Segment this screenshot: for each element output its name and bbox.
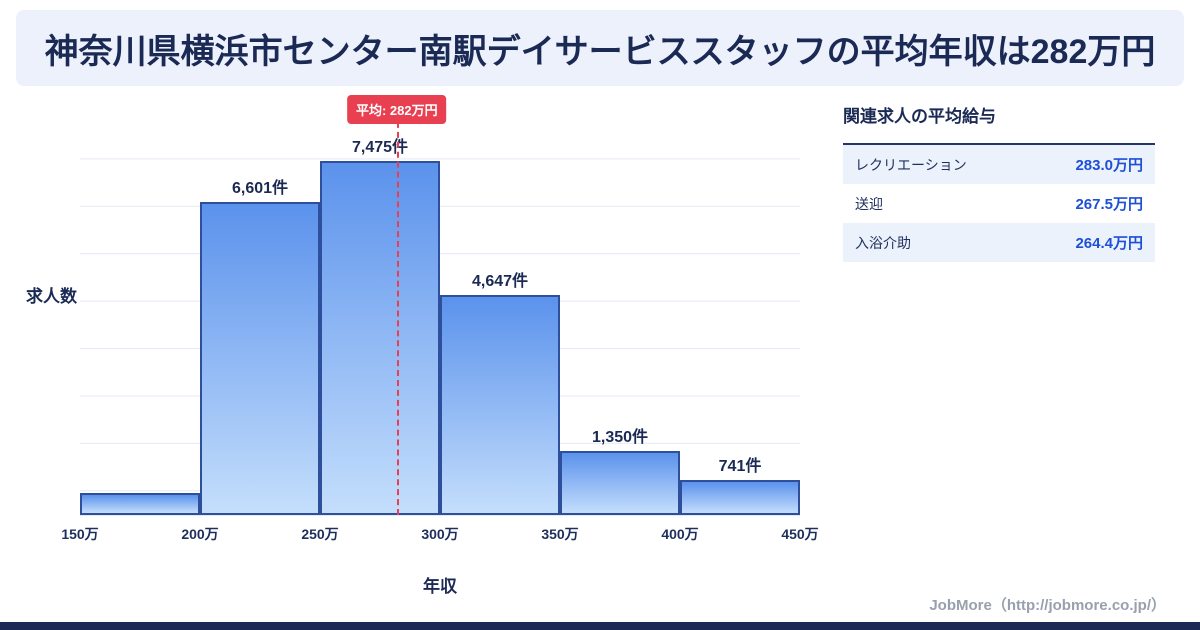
related-job-value: 264.4万円: [1075, 235, 1143, 252]
bar-value-label: 4,647件: [471, 272, 529, 290]
plot-area: 平均: 282万円 6,601件 7,475件 4,647件 1,350件 741件 15…: [61, 95, 819, 542]
histogram-bar: 4,647件: [440, 273, 560, 515]
related-job-label: レクリエーション: [855, 156, 967, 173]
related-job-label: 送迎: [855, 195, 883, 212]
x-tick-label: 150万: [61, 526, 99, 542]
histogram-bar: 741件: [680, 458, 800, 515]
site-credit: JobMore（http://jobmore.co.jp/）: [929, 597, 1166, 614]
x-tick-label: 200万: [181, 526, 219, 542]
average-line: [396, 112, 399, 515]
related-job-row: 送迎 267.5万円: [843, 184, 1155, 223]
y-axis-label: 求人数: [26, 287, 77, 306]
average-badge: 平均: 282万円: [346, 95, 447, 124]
related-job-value: 283.0万円: [1075, 157, 1143, 174]
bar-value-label: 6,601件: [231, 180, 289, 198]
bar-value-label: 1,350件: [591, 429, 649, 446]
title-banner: 神奈川県横浜市センター南駅デイサービススタッフの平均年収は282万円: [16, 10, 1184, 86]
related-jobs-panel: 関連求人の平均給与 レクリエーション 283.0万円送迎 267.5万円入浴介助 26…: [843, 102, 1155, 262]
bar-value-label: 7,475件: [351, 138, 409, 156]
histogram-bar: [80, 493, 200, 515]
histogram-bar: 7,475件: [320, 139, 440, 515]
related-job-row: レクリエーション 283.0万円: [843, 145, 1155, 184]
related-jobs-title: 関連求人の平均給与: [843, 107, 996, 126]
histogram-bar: 6,601件: [200, 180, 320, 515]
x-tick-label: 250万: [301, 526, 339, 542]
related-job-label: 入浴介助: [855, 234, 911, 251]
x-tick-label: 350万: [541, 526, 579, 542]
footer-bar: [0, 622, 1200, 630]
related-job-value: 267.5万円: [1075, 196, 1143, 213]
bar-value-label: 741件: [718, 457, 762, 475]
histogram-bar: 1,350件: [560, 429, 680, 515]
x-tick-label: 400万: [661, 526, 699, 542]
x-tick-label: 450万: [781, 526, 819, 542]
page-title: 神奈川県横浜市センター南駅デイサービススタッフの平均年収は282万円: [44, 32, 1156, 71]
x-tick-label: 300万: [421, 526, 459, 542]
x-axis-label: 年収: [423, 577, 457, 596]
related-job-row: 入浴介助 264.4万円: [843, 223, 1155, 262]
related-jobs-table: レクリエーション 283.0万円送迎 267.5万円入浴介助 264.4万円: [843, 143, 1155, 262]
